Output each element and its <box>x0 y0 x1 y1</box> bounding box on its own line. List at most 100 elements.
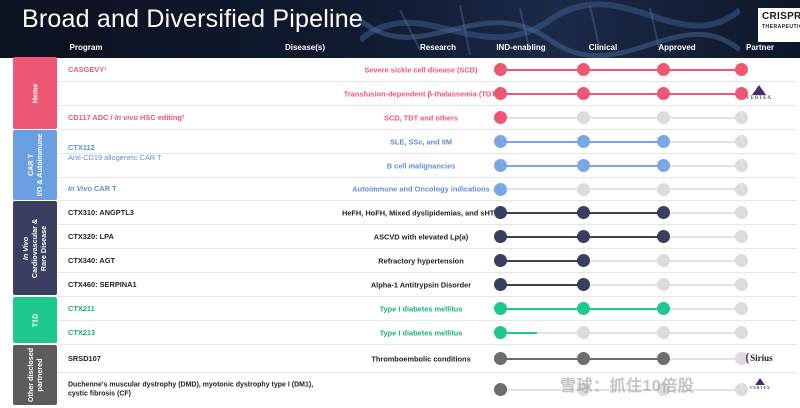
program-name: SRSD107 <box>68 353 101 363</box>
stage-dot-ind-enabling <box>576 159 590 172</box>
column-header-ind-enabling: IND-enabling <box>496 43 546 52</box>
stage-dot-research <box>493 63 507 76</box>
stage-dot-research <box>493 254 507 267</box>
sirius-ring-icon: ( <box>745 352 750 364</box>
column-header-approved: Approved <box>658 43 696 52</box>
stage-dot-approved <box>734 302 748 315</box>
program-name: CTX320: LPA <box>68 231 114 241</box>
stage-dot-approved <box>734 135 748 148</box>
disease-name: ASCVD with elevated Lp(a) <box>373 232 469 241</box>
stage-progress-line <box>500 283 583 286</box>
disease-name: Transfusion-dependent β-thalassemia (TDT… <box>343 89 499 98</box>
stage-track <box>447 345 748 372</box>
column-header-program: Program <box>69 43 103 52</box>
partner-logo-vertex: VERTEX <box>728 80 790 106</box>
stage-dot-clinical <box>656 206 670 219</box>
vertex-triangle-icon <box>752 85 766 95</box>
pipeline-row: CTX340: AGT Refractory hypertension <box>57 249 797 273</box>
stage-dot-clinical <box>656 230 670 243</box>
stage-dot-research <box>493 135 507 148</box>
stage-dot-ind-enabling <box>576 63 590 76</box>
category-heme: Heme <box>13 57 57 129</box>
stage-track <box>447 321 748 344</box>
stage-dot-research <box>493 111 507 124</box>
stage-dot-ind-enabling <box>576 182 590 196</box>
column-header-partner: Partner <box>745 43 775 52</box>
stage-dot-ind-enabling <box>576 135 590 148</box>
stage-dot-ind-enabling <box>576 254 590 267</box>
stage-dot-clinical <box>656 111 670 124</box>
stage-dot-approved <box>734 352 748 365</box>
pipeline-row: CTX310: ANGPTL3 HeFH, HoFH, Mixed dyslip… <box>57 201 797 225</box>
stage-dot-approved <box>734 87 748 100</box>
disease-name: Refractory hypertension <box>378 256 464 265</box>
stage-track <box>447 106 748 129</box>
watermark: 雪球：抓住10倍股 <box>560 378 695 395</box>
stage-dot-approved <box>734 63 748 76</box>
pipeline-row: CTX211 Type I diabetes mellitus <box>57 297 797 321</box>
stage-dot-ind-enabling <box>576 230 590 243</box>
stage-dot-approved <box>734 383 748 396</box>
disease-name: HeFH, HoFH, Mixed dyslipidemias, and sHT… <box>341 208 501 217</box>
pipeline-row: CTX460: SERPINA1 Alpha-1 Antitrypsin Dis… <box>57 273 797 297</box>
stage-dot-ind-enabling <box>576 111 590 124</box>
stage-dot-clinical <box>656 87 670 100</box>
stage-track <box>447 249 748 272</box>
stage-track <box>447 58 748 81</box>
stage-dot-clinical <box>656 352 670 365</box>
stage-dot-clinical <box>656 159 670 172</box>
pipeline-row: B cell malignancies <box>57 154 797 178</box>
stage-track-background <box>500 188 741 190</box>
disease-name: Type I diabetes mellitus <box>379 304 463 313</box>
stage-dot-clinical <box>656 63 670 76</box>
stage-dot-approved <box>734 230 748 243</box>
partner-logo-sirius: ( Sirius <box>745 352 773 364</box>
stage-dot-clinical <box>656 254 670 267</box>
stage-dot-approved <box>734 206 748 219</box>
stage-dot-research <box>493 159 507 172</box>
stage-dot-clinical <box>656 326 670 339</box>
header-banner: Broad and Diversified Pipeline CRISPR TH… <box>0 0 800 58</box>
program-name: CTX211 <box>68 303 95 313</box>
stage-track <box>447 178 748 200</box>
page-title: Broad and Diversified Pipeline <box>22 5 363 33</box>
stage-track <box>447 373 748 406</box>
stage-progress-line <box>500 68 741 71</box>
stage-dot-ind-enabling <box>576 87 590 100</box>
stage-dot-ind-enabling <box>576 278 590 291</box>
stage-dot-research <box>493 278 507 291</box>
category-t1d: T1D <box>13 297 57 343</box>
stage-dot-research <box>493 230 507 243</box>
pipeline-row: CTX112 Anti-CD19 allogeneic CAR T SLE, SS… <box>57 130 797 162</box>
pipeline-row: CASGEVY¹ Severe sickle cell disease (SCD… <box>57 58 797 82</box>
stage-dot-clinical <box>656 278 670 291</box>
stage-dot-ind-enabling <box>576 326 590 339</box>
category-car-t: CAR T I/O & Autoimmune <box>13 130 57 200</box>
stage-track-background <box>500 331 741 334</box>
stage-dot-approved <box>734 111 748 124</box>
stage-dot-approved <box>734 182 748 196</box>
disease-name: Autoimmune and Oncology indications <box>352 184 490 194</box>
stage-dot-clinical <box>656 302 670 315</box>
program-name: In Vivo CAR T <box>68 184 117 194</box>
partner-logo-vertex: VERTEX <box>740 376 780 392</box>
pipeline-row: Transfusion-dependent β-thalassemia (TDT… <box>57 82 797 106</box>
stage-dot-research <box>493 383 507 396</box>
pipeline-row: SRSD107 Thromboembolic conditions <box>57 345 797 373</box>
disease-name: Thromboembolic conditions <box>371 354 471 363</box>
vertex-triangle-icon <box>755 378 765 385</box>
stage-dot-research <box>493 182 507 196</box>
disease-name: SCD, TDT and others <box>384 113 458 122</box>
stage-dot-ind-enabling <box>576 352 590 365</box>
stage-track <box>447 82 748 105</box>
stage-track-background <box>500 283 741 286</box>
column-header-disease: Disease(s) <box>284 43 326 52</box>
stage-track-background <box>500 388 741 391</box>
disease-name: Type I diabetes mellitus <box>379 328 463 337</box>
category-other-partnered: Other disclosed partnered <box>13 345 57 405</box>
stage-dot-research <box>493 87 507 100</box>
stage-dot-ind-enabling <box>576 302 590 315</box>
disease-name: B cell malignancies <box>386 161 456 170</box>
stage-dot-ind-enabling <box>576 206 590 219</box>
stage-dot-research <box>493 352 507 365</box>
